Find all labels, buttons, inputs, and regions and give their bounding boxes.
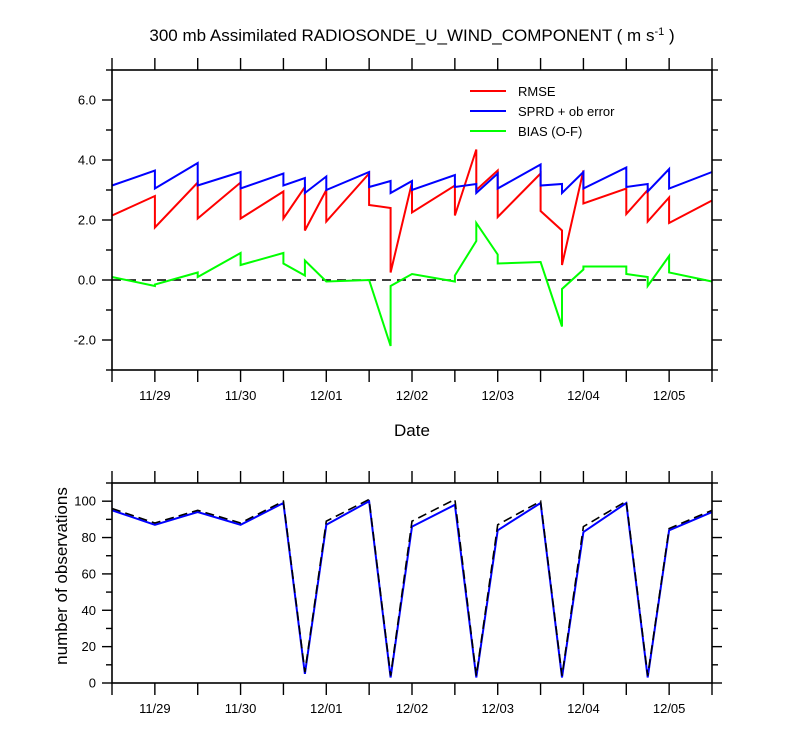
bottom-y-tick-label-1: 20 — [82, 639, 96, 654]
top-series-line-bias-o-f — [111, 219, 713, 347]
top-series-line-rmse — [111, 149, 713, 273]
bottom-x-tick-label-6: 12/05 — [653, 701, 686, 716]
legend-label-0: RMSE — [518, 84, 556, 99]
chart-title-main: 300 mb Assimilated RADIOSONDE_U_WIND_COM… — [149, 26, 654, 45]
top-legend: RMSE SPRD + ob error BIAS (O-F) — [470, 84, 615, 139]
top-x-tick-label-6: 12/05 — [653, 388, 686, 403]
chart-title-superscript: -1 — [654, 26, 664, 38]
top-x-tick-label-5: 12/04 — [567, 388, 600, 403]
bottom-x-tick-label-4: 12/03 — [481, 701, 514, 716]
top-plot-frame — [111, 69, 713, 371]
top-x-tick-label-0: 11/29 — [139, 388, 171, 403]
bottom-x-tick-label-0: 11/29 — [139, 701, 171, 716]
top-y-tick-label-3: 4.0 — [78, 153, 96, 168]
top-y-tick-label-0: -2.0 — [74, 333, 96, 348]
legend-label-1: SPRD + ob error — [518, 104, 615, 119]
top-x-tick-label-1: 11/30 — [225, 388, 257, 403]
chart-title-end: ) — [664, 26, 674, 45]
chart-title: 300 mb Assimilated RADIOSONDE_U_WIND_COM… — [149, 26, 674, 45]
bottom-y-tick-label-3: 60 — [82, 566, 96, 581]
top-y-tick-label-2: 2.0 — [78, 213, 96, 228]
legend-label-2: BIAS (O-F) — [518, 124, 582, 139]
bottom-x-tick-label-2: 12/01 — [310, 701, 343, 716]
top-x-tick-label-4: 12/03 — [481, 388, 514, 403]
top-series-line-sprd-ob-error — [111, 161, 713, 196]
bottom-panel: 11/29 11/30 12/01 12/02 12/03 12/04 12/05 0 20 40… — [74, 471, 722, 716]
bottom-x-tick-label-3: 12/02 — [396, 701, 429, 716]
top-y-tick-label-1: 0.0 — [78, 273, 96, 288]
top-y-tick-label-4: 6.0 — [78, 93, 96, 108]
bottom-y-tick-label-0: 0 — [89, 676, 96, 691]
top-x-tick-label-2: 12/01 — [310, 388, 343, 403]
bottom-y-tick-label-2: 40 — [82, 603, 96, 618]
bottom-y-tick-label-4: 80 — [82, 530, 96, 545]
bottom-series-line-solid-0 — [111, 499, 713, 678]
bottom-series-line-dashed-1 — [111, 498, 713, 676]
bottom-y-tick-label-5: 100 — [74, 494, 96, 509]
bottom-x-tick-label-5: 12/04 — [567, 701, 600, 716]
bottom-y-axis-title: number of observations — [52, 487, 71, 665]
top-x-axis-title: Date — [394, 421, 430, 440]
bottom-x-tick-label-1: 11/30 — [225, 701, 257, 716]
top-panel: 11/29 11/30 12/01 12/02 12/03 12/04 12/05 -2.0 0… — [74, 58, 722, 403]
top-x-tick-label-3: 12/02 — [396, 388, 429, 403]
